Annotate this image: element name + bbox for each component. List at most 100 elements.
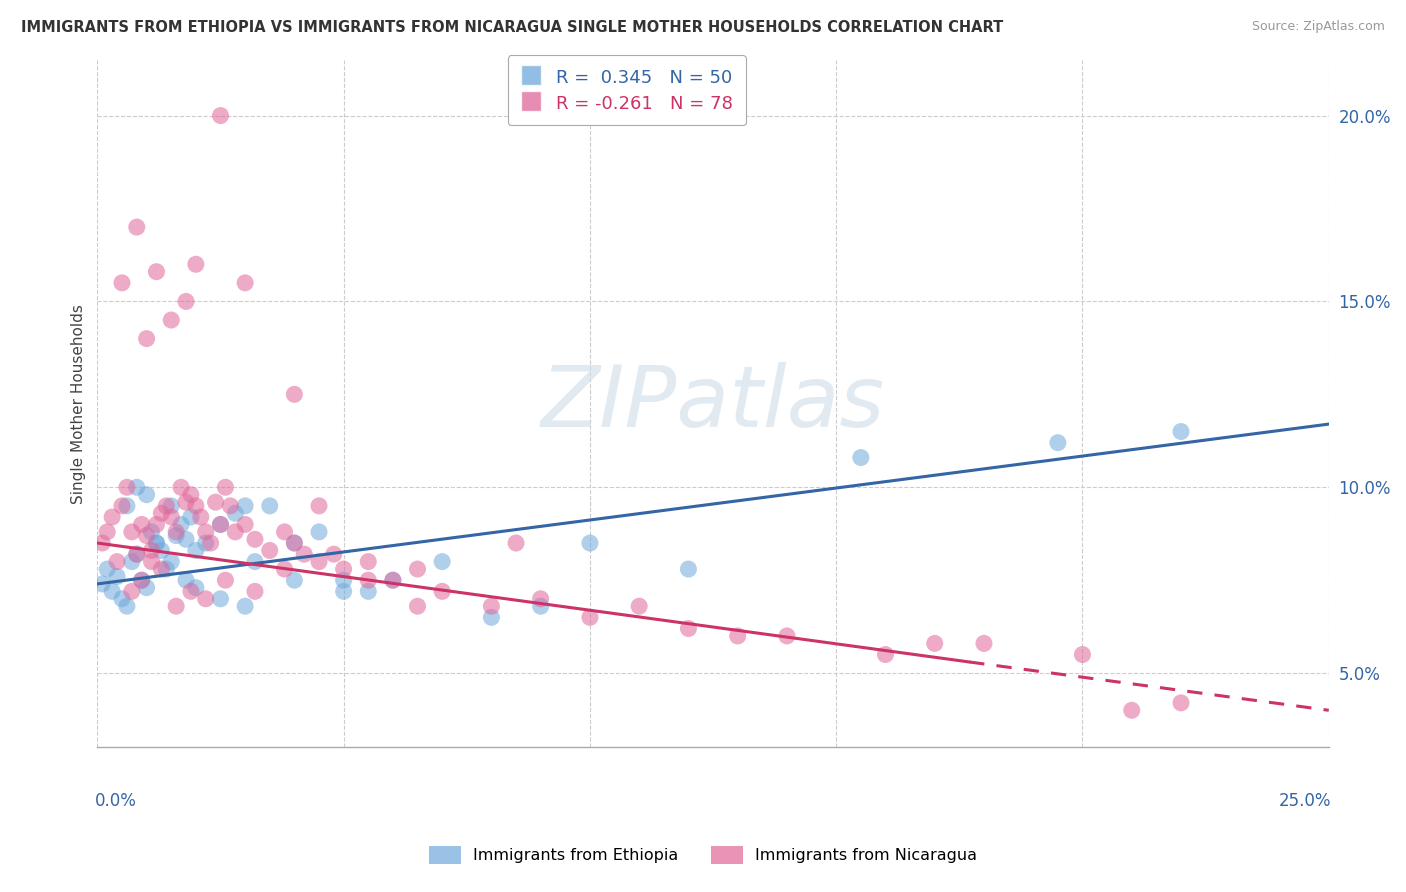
Point [115,599,138,614]
Point [190,510,212,524]
Point [141,543,163,558]
Point [628,599,651,614]
Point [243,584,266,599]
Point [174,294,197,309]
Point [357,584,380,599]
Point [973,636,995,650]
Point [131,517,153,532]
Point [332,562,354,576]
Point [204,495,226,509]
Point [125,547,148,561]
Point [308,555,330,569]
Point [200,536,222,550]
Point [233,517,256,532]
Point [481,599,503,614]
Point [259,499,281,513]
Point [194,536,217,550]
Text: 0.0%: 0.0% [94,792,136,810]
Point [678,562,700,576]
Point [115,499,138,513]
Point [121,524,143,539]
Point [160,510,183,524]
Point [131,573,153,587]
Point [155,562,177,576]
Point [96,524,118,539]
Point [233,499,256,513]
Point [115,480,138,494]
Point [243,555,266,569]
Point [209,517,232,532]
Point [283,536,305,550]
Point [155,499,177,513]
Point [381,573,404,587]
Point [273,524,295,539]
Point [180,488,202,502]
Point [101,584,124,599]
Point [174,495,197,509]
Point [174,573,197,587]
Point [125,480,148,494]
Point [406,599,429,614]
Point [180,584,202,599]
Point [214,480,236,494]
Point [209,517,232,532]
Point [430,584,453,599]
Point [135,581,157,595]
Point [322,547,344,561]
Point [194,524,217,539]
Point [243,533,266,547]
Point [145,536,167,550]
Point [170,517,193,532]
Point [678,622,700,636]
Point [111,276,134,290]
Point [180,510,202,524]
Point [233,599,256,614]
Point [233,276,256,290]
Point [165,524,187,539]
Point [1170,425,1192,439]
Text: IMMIGRANTS FROM ETHIOPIA VS IMMIGRANTS FROM NICARAGUA SINGLE MOTHER HOUSEHOLDS C: IMMIGRANTS FROM ETHIOPIA VS IMMIGRANTS F… [21,20,1004,35]
Text: Source: ZipAtlas.com: Source: ZipAtlas.com [1251,20,1385,33]
Point [481,610,503,624]
Point [579,536,602,550]
Point [727,629,749,643]
Text: 25.0%: 25.0% [1278,792,1331,810]
Point [224,506,246,520]
Point [160,313,183,327]
Point [849,450,872,465]
Point [209,109,232,123]
Point [105,569,128,583]
Point [91,536,114,550]
Point [131,573,153,587]
Point [776,629,799,643]
Point [101,510,124,524]
Point [194,591,217,606]
Point [357,555,380,569]
Legend: R =  0.345   N = 50, R = -0.261   N = 78: R = 0.345 N = 50, R = -0.261 N = 78 [508,55,747,126]
Point [141,524,163,539]
Point [1046,435,1069,450]
Point [125,220,148,235]
Point [121,555,143,569]
Point [165,528,187,542]
Point [145,265,167,279]
Point [505,536,527,550]
Point [219,499,242,513]
Point [430,555,453,569]
Point [135,528,157,542]
Point [111,499,134,513]
Point [160,499,183,513]
Point [579,610,602,624]
Point [332,573,354,587]
Point [214,573,236,587]
Point [308,524,330,539]
Point [135,488,157,502]
Text: ZIPatlas: ZIPatlas [541,362,886,445]
Point [135,332,157,346]
Point [283,536,305,550]
Legend: Immigrants from Ethiopia, Immigrants from Nicaragua: Immigrants from Ethiopia, Immigrants fro… [422,839,984,871]
Point [184,499,207,513]
Point [924,636,946,650]
Point [530,599,553,614]
Point [145,536,167,550]
